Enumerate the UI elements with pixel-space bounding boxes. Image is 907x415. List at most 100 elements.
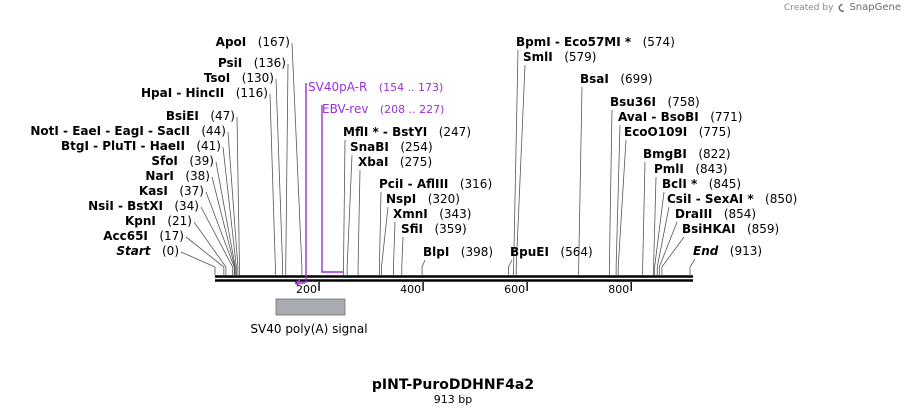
site-name: BclI *: [662, 177, 698, 191]
site-position: (398): [461, 245, 493, 259]
site-name: SnaBI: [350, 140, 389, 154]
site-label-kpni[interactable]: KpnI (21): [125, 214, 192, 228]
site-name: PmlI: [654, 162, 684, 176]
leader-blpi: [422, 260, 425, 275]
leader-smli: [516, 65, 525, 275]
site-position: (247): [439, 125, 471, 139]
site-position: (845): [709, 177, 741, 191]
site-label-noti-eaei-eagi-sacii[interactable]: NotI - EaeI - EagI - SacII (44): [30, 124, 226, 138]
leader-bpuei: [508, 260, 512, 275]
site-name: AvaI - BsoBI: [618, 110, 699, 124]
scale-tick-label-800: 800: [608, 283, 629, 296]
site-label-pmli[interactable]: PmlI (843): [654, 162, 728, 176]
site-label-avai-bsobi[interactable]: AvaI - BsoBI (771): [618, 110, 742, 124]
site-name: BsiEI: [166, 109, 199, 123]
leader-bsiei: [237, 117, 239, 275]
site-name: End: [693, 244, 719, 258]
site-position: (699): [620, 72, 652, 86]
site-label-bsihkai[interactable]: BsiHKAI (859): [682, 222, 779, 236]
site-label-btgi-pluti-haeii[interactable]: BtgI - PluTI - HaeII (41): [61, 139, 221, 153]
site-position: (775): [699, 125, 731, 139]
site-label-bpmi-eco57mi[interactable]: BpmI - Eco57MI * (574): [516, 35, 675, 49]
site-label-snabi[interactable]: SnaBI (254): [350, 140, 433, 154]
site-position: (167): [258, 35, 290, 49]
site-label-bcli[interactable]: BclI * (845): [662, 177, 741, 191]
leader-kpni: [194, 222, 226, 275]
leader-xmni: [393, 222, 395, 275]
site-label-draiii[interactable]: DraIII (854): [675, 207, 756, 221]
leader-bsihkai: [662, 237, 684, 275]
leader-xbai: [358, 170, 360, 275]
site-name: DraIII: [675, 207, 712, 221]
map-length: 913 bp: [434, 393, 472, 406]
site-position: (254): [400, 140, 432, 154]
site-name: Bsu36I: [610, 95, 656, 109]
primer-label: SV40pA-R (154 .. 173): [308, 80, 443, 94]
site-position: (34): [174, 199, 199, 213]
leader-apoi: [292, 43, 302, 275]
site-name: NotI - EaeI - EagI - SacII: [30, 124, 190, 138]
site-name: NsiI - BstXI: [88, 199, 163, 213]
site-position: (771): [710, 110, 742, 124]
site-position: (130): [242, 71, 274, 85]
site-label-bsu36i[interactable]: Bsu36I (758): [610, 95, 700, 109]
site-name: CsiI - SexAI *: [667, 192, 754, 206]
site-label-sfoi[interactable]: SfoI (39): [151, 154, 214, 168]
feature-label: SV40 poly(A) signal: [250, 322, 367, 336]
map-title: pINT-PuroDDHNF4a2: [372, 377, 534, 393]
site-position: (39): [189, 154, 214, 168]
leader-snabi: [347, 155, 352, 275]
site-name: Start: [116, 244, 151, 258]
site-position: (913): [730, 244, 762, 258]
site-name: EcoO109I: [624, 125, 687, 139]
scale-tick-label-600: 600: [504, 283, 525, 296]
site-label-bmgbi[interactable]: BmgBI (822): [643, 147, 731, 161]
site-label-nspi[interactable]: NspI (320): [386, 192, 460, 206]
site-position: (47): [210, 109, 235, 123]
site-label-bsai[interactable]: BsaI (699): [580, 72, 653, 86]
site-label-bsiei[interactable]: BsiEI (47): [166, 109, 235, 123]
site-label-csii-sexai[interactable]: CsiI - SexAI * (850): [667, 192, 797, 206]
site-label-bpuei[interactable]: BpuEI (564): [510, 245, 593, 259]
leader-bsu36i: [609, 110, 612, 275]
leader-end: [690, 259, 695, 275]
primer-label: EBV-rev (208 .. 227): [322, 102, 444, 116]
site-name: NarI: [145, 169, 174, 183]
primer-name: EBV-rev: [322, 102, 368, 116]
site-label-hpai-hincii[interactable]: HpaI - HincII (116): [141, 86, 268, 100]
site-position: (38): [185, 169, 210, 183]
site-label-kasi[interactable]: KasI (37): [139, 184, 204, 198]
site-label-tsoi[interactable]: TsoI (130): [204, 71, 274, 85]
site-position: (275): [400, 155, 432, 169]
site-label-apoi[interactable]: ApoI (167): [216, 35, 290, 49]
site-position: (116): [236, 86, 268, 100]
site-position: (574): [643, 35, 675, 49]
site-label-psii[interactable]: PsiI (136): [218, 56, 286, 70]
site-label-acc65i[interactable]: Acc65I (17): [103, 229, 184, 243]
site-label-ecoo109i[interactable]: EcoO109I (775): [624, 125, 731, 139]
site-position: (843): [695, 162, 727, 176]
site-label-nari[interactable]: NarI (38): [145, 169, 210, 183]
site-name: BsiHKAI: [682, 222, 736, 236]
site-name: BtgI - PluTI - HaeII: [61, 139, 185, 153]
site-position: (0): [162, 244, 179, 258]
leader-pcii-afliii: [379, 192, 381, 275]
site-name: XmnI: [393, 207, 428, 221]
site-label-blpi[interactable]: BlpI (398): [423, 245, 493, 259]
feature-sv40-poly-a-signal[interactable]: SV40 poly(A) signal: [250, 299, 367, 336]
site-label-xmni[interactable]: XmnI (343): [393, 207, 472, 221]
site-label-nsii-bstxi[interactable]: NsiI - BstXI (34): [88, 199, 199, 213]
site-label-pcii-afliii[interactable]: PciI - AflIII (316): [379, 177, 492, 191]
site-label-sfii[interactable]: SfiI (359): [401, 222, 467, 236]
site-label-end[interactable]: End (913): [693, 244, 762, 258]
site-label-xbai[interactable]: XbaI (275): [358, 155, 432, 169]
site-label-smli[interactable]: SmlI (579): [523, 50, 596, 64]
leader-bmgbi: [643, 162, 645, 275]
site-label-mfli-bstyi[interactable]: MflI * - BstYI (247): [343, 125, 471, 139]
site-name: SfiI: [401, 222, 423, 236]
site-label-start[interactable]: Start (0): [116, 244, 179, 258]
leader-mfli-bstyi: [344, 140, 345, 275]
site-name: KasI: [139, 184, 168, 198]
feature-bar: [276, 299, 345, 315]
primer-name: SV40pA-R: [308, 80, 367, 94]
